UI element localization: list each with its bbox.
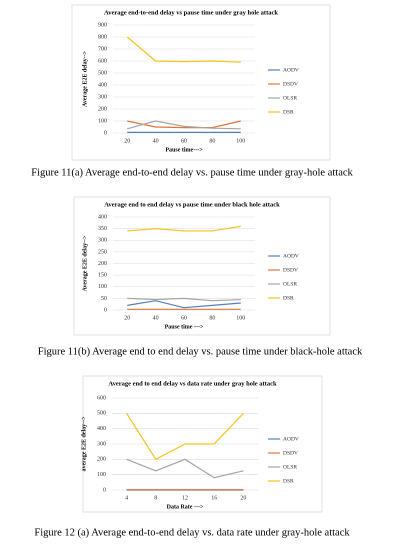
y-tick-label: 150 bbox=[98, 273, 107, 279]
series-line bbox=[127, 120, 241, 129]
y-tick-label: 800 bbox=[98, 34, 107, 40]
x-tick-label: 4 bbox=[125, 495, 128, 501]
chart-frame bbox=[73, 196, 331, 336]
legend-label: OLSR bbox=[283, 281, 297, 287]
y-tick-label: 600 bbox=[97, 395, 106, 401]
y-axis-label: Average E2E delay--> bbox=[82, 235, 88, 292]
x-axis-label: Pause time ---> bbox=[165, 324, 204, 330]
caption: Figure 11(b) Average end to end delay vs… bbox=[38, 346, 363, 357]
legend-label: DSR bbox=[283, 109, 294, 115]
y-tick-label: 400 bbox=[98, 82, 107, 88]
y-tick-label: 500 bbox=[98, 70, 107, 76]
y-tick-label: 200 bbox=[97, 457, 106, 463]
legend-label: AODV bbox=[283, 253, 299, 259]
chart-title: Average end to end delay vs data rate un… bbox=[108, 380, 277, 387]
y-tick-label: 300 bbox=[97, 441, 106, 447]
legend-label: AODV bbox=[283, 67, 299, 73]
y-tick-label: 50 bbox=[101, 296, 107, 302]
y-tick-label: 100 bbox=[98, 118, 107, 124]
y-tick-label: 0 bbox=[103, 487, 106, 493]
x-tick-label: 100 bbox=[236, 315, 245, 321]
x-tick-label: 20 bbox=[124, 315, 130, 321]
chart-title: Average end-to-end delay vs pause time u… bbox=[104, 9, 278, 16]
y-tick-label: 700 bbox=[98, 46, 107, 52]
y-axis-label: average E2E delay--> bbox=[81, 416, 87, 472]
x-tick-label: 40 bbox=[153, 315, 159, 321]
y-tick-label: 100 bbox=[98, 284, 107, 290]
y-tick-label: 250 bbox=[98, 249, 107, 255]
legend-label: AODV bbox=[283, 436, 299, 442]
x-tick-label: 40 bbox=[153, 138, 159, 144]
chart-frame bbox=[71, 4, 331, 161]
legend-label: DSR bbox=[283, 295, 294, 301]
legend-label: DSDV bbox=[283, 81, 298, 87]
y-tick-label: 600 bbox=[98, 58, 107, 64]
y-tick-label: 200 bbox=[98, 106, 107, 112]
series-line bbox=[126, 36, 241, 63]
x-tick-label: 80 bbox=[209, 315, 215, 321]
caption: Figure 12 (a) Average end-to-end delay v… bbox=[34, 527, 350, 538]
y-axis-label: Average E2E delay--> bbox=[82, 50, 88, 107]
x-tick-label: 8 bbox=[154, 495, 157, 501]
x-tick-label: 100 bbox=[236, 138, 245, 144]
y-tick-label: 400 bbox=[97, 426, 106, 432]
series-line bbox=[126, 458, 244, 479]
y-tick-label: 350 bbox=[98, 226, 107, 232]
chart-title: Average end to end delay vs pause time u… bbox=[104, 201, 280, 208]
series-line bbox=[127, 120, 241, 130]
y-tick-label: 400 bbox=[98, 214, 107, 220]
x-tick-label: 20 bbox=[240, 495, 246, 501]
x-tick-label: 20 bbox=[124, 138, 130, 144]
series-line bbox=[126, 412, 244, 461]
y-tick-label: 500 bbox=[97, 411, 106, 417]
x-tick-label: 80 bbox=[209, 138, 215, 144]
legend-label: OLSR bbox=[283, 95, 297, 101]
x-tick-label: 16 bbox=[211, 495, 217, 501]
series-line bbox=[127, 225, 241, 232]
series-line bbox=[127, 300, 241, 309]
y-tick-label: 900 bbox=[98, 22, 107, 28]
x-tick-label: 60 bbox=[181, 315, 187, 321]
y-tick-label: 0 bbox=[104, 307, 107, 313]
y-tick-label: 200 bbox=[98, 261, 107, 267]
caption: Figure 11(a) Average end-to-end delay vs… bbox=[31, 167, 353, 178]
legend-label: DSDV bbox=[283, 267, 298, 273]
y-tick-label: 300 bbox=[98, 238, 107, 244]
y-tick-label: 100 bbox=[97, 472, 106, 478]
legend-label: OLSR bbox=[283, 464, 297, 470]
y-tick-label: 0 bbox=[104, 130, 107, 136]
legend-label: DSR bbox=[283, 478, 294, 484]
y-tick-label: 300 bbox=[98, 94, 107, 100]
legend-label: DSDV bbox=[283, 450, 298, 456]
series-line bbox=[127, 297, 241, 302]
x-tick-label: 12 bbox=[182, 495, 188, 501]
x-axis-label: Data Rate ---> bbox=[167, 504, 204, 510]
x-axis-label: Pause time---> bbox=[165, 147, 203, 153]
x-tick-label: 60 bbox=[181, 138, 187, 144]
